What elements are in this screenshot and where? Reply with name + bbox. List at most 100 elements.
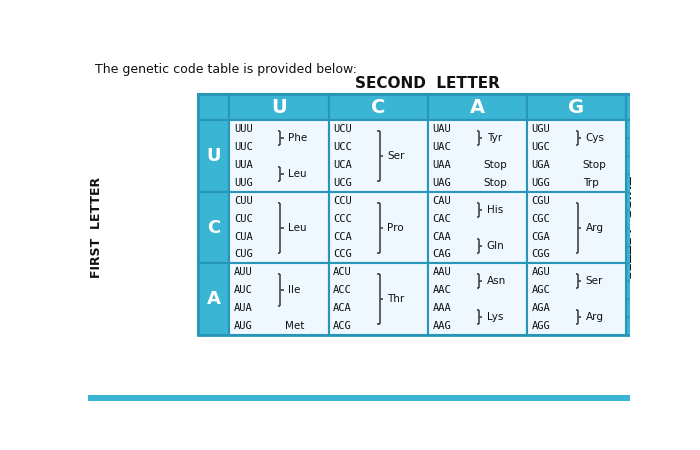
FancyBboxPatch shape bbox=[626, 228, 654, 246]
Text: CCG: CCG bbox=[333, 249, 352, 260]
FancyBboxPatch shape bbox=[230, 120, 328, 192]
Text: AAC: AAC bbox=[433, 285, 451, 295]
Text: AUA: AUA bbox=[234, 303, 253, 313]
Text: A: A bbox=[636, 302, 645, 315]
Text: Cys: Cys bbox=[586, 133, 605, 143]
Text: Asn: Asn bbox=[486, 276, 506, 286]
Text: ACA: ACA bbox=[333, 303, 352, 313]
FancyBboxPatch shape bbox=[328, 263, 428, 335]
Text: Ile: Ile bbox=[288, 285, 300, 295]
Text: The genetic code table is provided below:: The genetic code table is provided below… bbox=[95, 63, 357, 76]
Text: UCG: UCG bbox=[333, 178, 352, 188]
Text: A: A bbox=[636, 158, 645, 171]
FancyBboxPatch shape bbox=[626, 263, 654, 281]
Text: UUU: UUU bbox=[234, 124, 253, 134]
Text: UCC: UCC bbox=[333, 142, 352, 152]
FancyBboxPatch shape bbox=[527, 94, 626, 120]
FancyBboxPatch shape bbox=[198, 192, 230, 263]
Text: UUG: UUG bbox=[234, 178, 253, 188]
Text: UGG: UGG bbox=[531, 178, 550, 188]
FancyBboxPatch shape bbox=[626, 156, 654, 174]
Text: C: C bbox=[371, 98, 385, 117]
Text: AGA: AGA bbox=[531, 303, 550, 313]
Text: U: U bbox=[636, 194, 645, 207]
Text: CCA: CCA bbox=[333, 232, 352, 242]
Text: UUA: UUA bbox=[234, 160, 253, 170]
FancyBboxPatch shape bbox=[198, 94, 230, 120]
Text: Gln: Gln bbox=[486, 241, 505, 251]
Text: AUG: AUG bbox=[234, 321, 253, 331]
Text: ACU: ACU bbox=[333, 267, 352, 277]
Text: Leu: Leu bbox=[288, 223, 307, 233]
Text: AAU: AAU bbox=[433, 267, 451, 277]
Text: C: C bbox=[636, 140, 645, 153]
FancyBboxPatch shape bbox=[626, 317, 654, 335]
Text: U: U bbox=[206, 147, 221, 165]
Text: UCA: UCA bbox=[333, 160, 352, 170]
Text: Tyr: Tyr bbox=[486, 133, 502, 143]
FancyBboxPatch shape bbox=[198, 263, 230, 335]
Text: UGU: UGU bbox=[531, 124, 550, 134]
Text: U: U bbox=[271, 98, 287, 117]
Text: AGG: AGG bbox=[531, 321, 550, 331]
FancyBboxPatch shape bbox=[527, 263, 626, 335]
Text: CAG: CAG bbox=[433, 249, 451, 260]
Text: C: C bbox=[207, 219, 220, 237]
FancyBboxPatch shape bbox=[230, 263, 328, 335]
Text: G: G bbox=[635, 248, 645, 261]
Text: Stop: Stop bbox=[484, 160, 508, 170]
Text: G: G bbox=[635, 176, 645, 189]
Text: UAC: UAC bbox=[433, 142, 451, 152]
Text: CGU: CGU bbox=[531, 196, 550, 206]
Text: Ser: Ser bbox=[586, 276, 603, 286]
FancyBboxPatch shape bbox=[626, 281, 654, 299]
Text: Stop: Stop bbox=[484, 178, 508, 188]
Text: ACC: ACC bbox=[333, 285, 352, 295]
Text: CAC: CAC bbox=[433, 214, 451, 224]
FancyBboxPatch shape bbox=[428, 263, 527, 335]
FancyBboxPatch shape bbox=[328, 120, 428, 192]
Text: Pro: Pro bbox=[387, 223, 404, 233]
Text: Leu: Leu bbox=[288, 169, 307, 179]
Text: CUC: CUC bbox=[234, 214, 253, 224]
Text: UGA: UGA bbox=[531, 160, 550, 170]
Text: Ser: Ser bbox=[387, 151, 405, 161]
Text: THIRD  LETTER: THIRD LETTER bbox=[618, 176, 631, 280]
Text: C: C bbox=[636, 212, 645, 225]
FancyBboxPatch shape bbox=[230, 94, 328, 120]
FancyBboxPatch shape bbox=[527, 192, 626, 263]
FancyBboxPatch shape bbox=[626, 174, 654, 192]
FancyBboxPatch shape bbox=[328, 94, 428, 120]
FancyBboxPatch shape bbox=[328, 192, 428, 263]
Text: AGU: AGU bbox=[531, 267, 550, 277]
Text: UAU: UAU bbox=[433, 124, 451, 134]
Text: AAA: AAA bbox=[433, 303, 451, 313]
Text: AUU: AUU bbox=[234, 267, 253, 277]
Text: UUC: UUC bbox=[234, 142, 253, 152]
FancyBboxPatch shape bbox=[527, 120, 626, 192]
FancyBboxPatch shape bbox=[626, 138, 654, 156]
Text: Met: Met bbox=[285, 321, 304, 331]
Text: CCC: CCC bbox=[333, 214, 352, 224]
Text: CUG: CUG bbox=[234, 249, 253, 260]
FancyBboxPatch shape bbox=[88, 395, 630, 400]
Text: Lys: Lys bbox=[486, 312, 503, 322]
Text: AAG: AAG bbox=[433, 321, 451, 331]
Text: A: A bbox=[470, 98, 485, 117]
FancyBboxPatch shape bbox=[626, 120, 654, 138]
Text: His: His bbox=[486, 205, 503, 215]
Text: A: A bbox=[636, 230, 645, 243]
FancyBboxPatch shape bbox=[626, 210, 654, 228]
Text: U: U bbox=[636, 123, 645, 135]
Text: CUA: CUA bbox=[234, 232, 253, 242]
FancyBboxPatch shape bbox=[626, 246, 654, 263]
Text: Arg: Arg bbox=[586, 312, 604, 322]
Text: UCU: UCU bbox=[333, 124, 352, 134]
Text: CUU: CUU bbox=[234, 196, 253, 206]
FancyBboxPatch shape bbox=[198, 120, 230, 192]
FancyBboxPatch shape bbox=[428, 94, 527, 120]
Text: UAG: UAG bbox=[433, 178, 451, 188]
Text: Arg: Arg bbox=[586, 223, 604, 233]
Text: U: U bbox=[636, 266, 645, 279]
Text: UAA: UAA bbox=[433, 160, 451, 170]
